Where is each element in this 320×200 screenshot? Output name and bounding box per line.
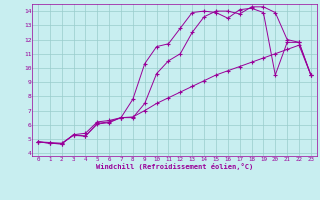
X-axis label: Windchill (Refroidissement éolien,°C): Windchill (Refroidissement éolien,°C) [96,163,253,170]
